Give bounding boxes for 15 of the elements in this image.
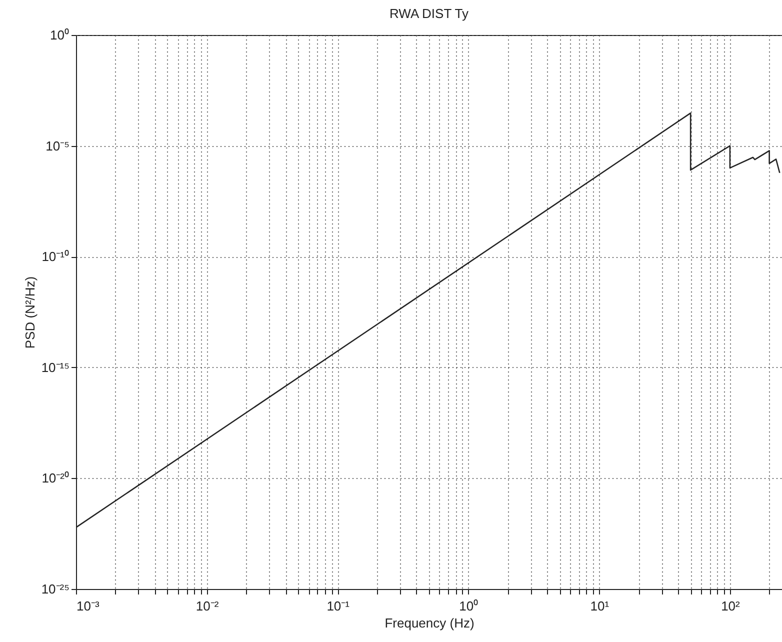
y-axis-title: PSD (N²/Hz) (22, 276, 38, 349)
x-tick-label: 10⁻² (196, 598, 220, 614)
y-tick-label: 10⁻⁵ (46, 138, 70, 154)
x-tick-label: 10⁻¹ (326, 598, 350, 614)
x-tick-label: 10⁰ (459, 598, 479, 614)
y-tick-label: 10⁻¹⁵ (41, 360, 70, 375)
x-tick-label: 10¹ (590, 598, 610, 614)
x-tick-label: 10² (721, 598, 741, 614)
y-tick-label: 10⁻²⁵ (41, 582, 70, 596)
x-tick-label: 10⁻³ (76, 598, 100, 614)
y-tick-label: 10⁻¹⁰ (42, 249, 70, 264)
x-axis-title: Frequency (Hz) (384, 616, 474, 630)
chart-title: RWA DIST Ty (390, 6, 469, 21)
y-tick-label: 10⁻²⁰ (42, 470, 70, 486)
y-tick-label: 10⁰ (50, 28, 70, 42)
